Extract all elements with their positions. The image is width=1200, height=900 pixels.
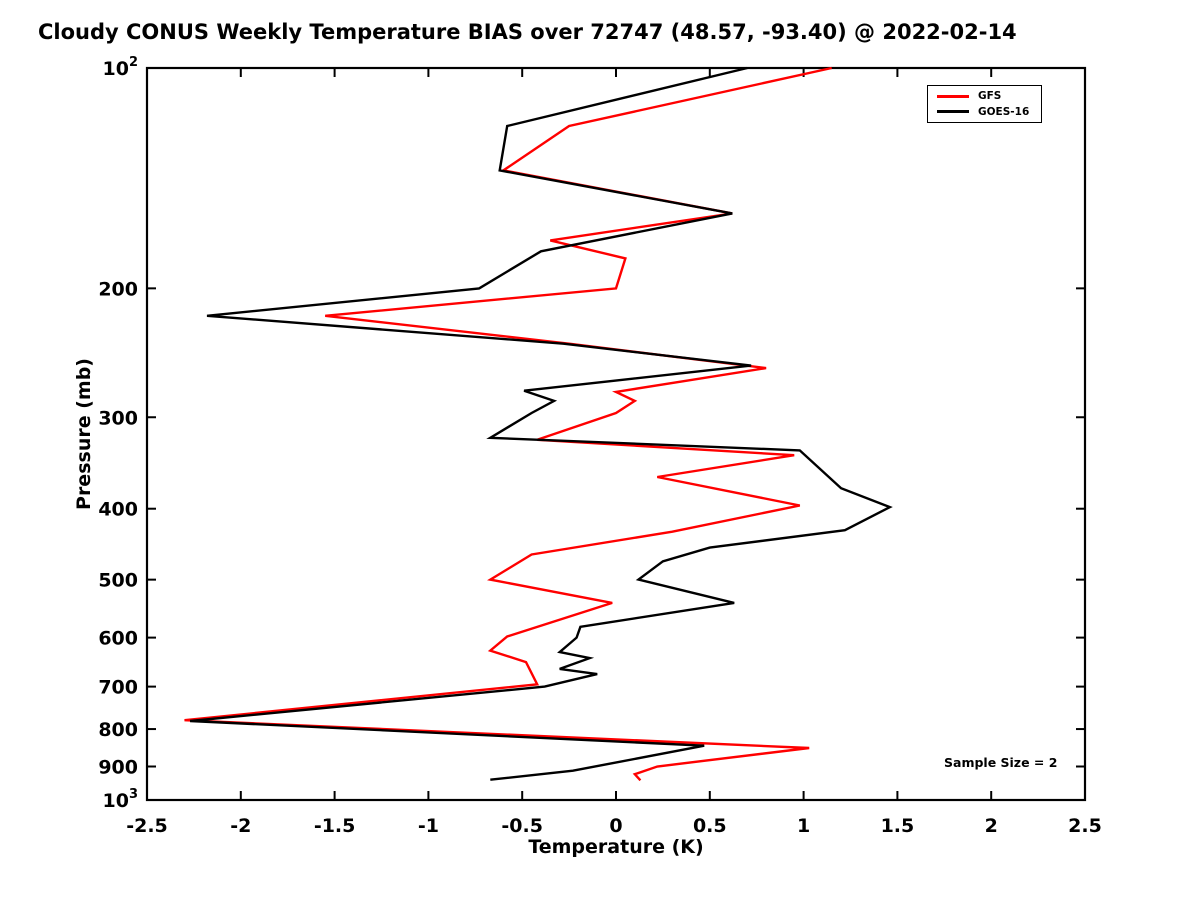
x-tick-label: -0.5 (501, 815, 543, 837)
x-tick-label: 2 (985, 815, 998, 837)
legend: GFS GOES-16 (927, 85, 1043, 123)
y-tick-label: 103 (103, 787, 139, 812)
x-tick-label: -1 (418, 815, 439, 837)
sample-size-note: Sample Size = 2 (944, 755, 1058, 770)
legend-entry: GFS (937, 91, 1029, 102)
y-tick-label: 500 (98, 570, 138, 592)
legend-entry-label: GFS (978, 90, 1002, 102)
y-tick-label: 200 (98, 278, 138, 300)
gfs-line (184, 66, 832, 782)
x-tick-label: 0 (609, 815, 622, 837)
x-tick-label: -1.5 (314, 815, 356, 837)
y-tick-label: 102 (103, 55, 139, 80)
chart-title: Cloudy CONUS Weekly Temperature BIAS ove… (38, 20, 1017, 44)
axes-box (145, 66, 1087, 802)
x-tick-label: 0.5 (693, 815, 727, 837)
y-tick-label: 600 (98, 628, 138, 650)
legend-line-sample (937, 94, 969, 98)
legend-entry: GOES-16 (937, 105, 1030, 118)
x-tick-label: 1.5 (881, 815, 915, 837)
x-tick-label: -2.5 (126, 815, 168, 837)
x-tick-label: 1 (797, 815, 810, 837)
y-tick-label: 800 (98, 719, 138, 741)
x-axis-label: Temperature (K) (528, 836, 704, 858)
goes-16-line (189, 66, 893, 781)
x-tick-label: -2 (230, 815, 251, 837)
y-tick-label: 700 (98, 677, 138, 699)
legend-entry-label: GOES-16 (978, 105, 1030, 118)
y-tick-label: 900 (98, 757, 138, 779)
legend-line-sample (937, 110, 969, 114)
y-tick-label: 400 (98, 499, 138, 521)
x-tick-label: 2.5 (1068, 815, 1102, 837)
y-tick-label: 300 (98, 407, 138, 429)
